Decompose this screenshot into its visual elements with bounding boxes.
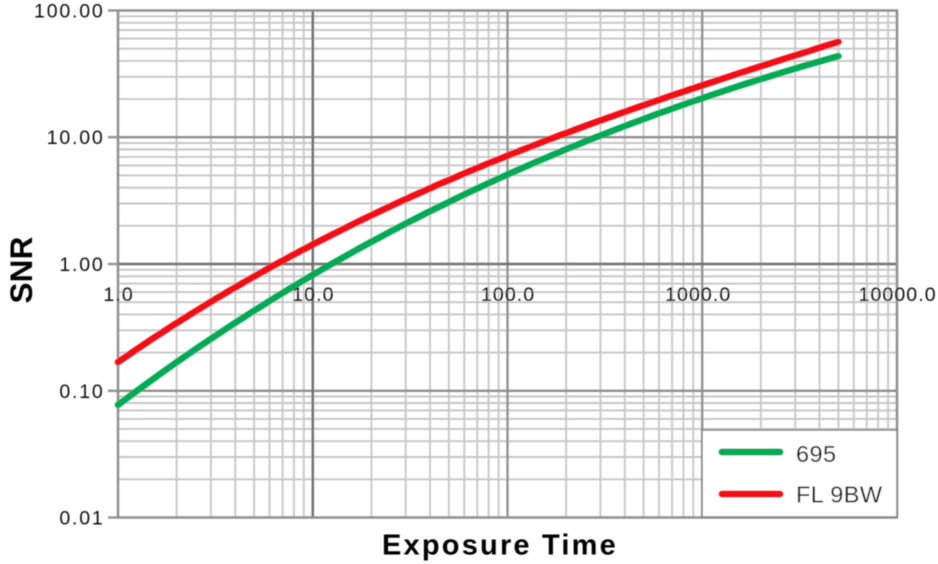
svg-text:SNR: SNR xyxy=(3,236,39,303)
svg-text:0.01: 0.01 xyxy=(59,508,104,530)
svg-text:100.0: 100.0 xyxy=(481,284,535,306)
svg-text:Exposure Time: Exposure Time xyxy=(382,530,618,562)
svg-text:10000.0: 10000.0 xyxy=(859,284,937,306)
svg-text:1.0: 1.0 xyxy=(103,284,133,306)
svg-text:10.0: 10.0 xyxy=(292,284,334,306)
svg-text:FL 9BW: FL 9BW xyxy=(796,482,883,508)
svg-text:100.00: 100.00 xyxy=(34,1,104,23)
svg-text:0.10: 0.10 xyxy=(59,381,104,403)
svg-text:10.00: 10.00 xyxy=(47,127,105,149)
svg-text:1.00: 1.00 xyxy=(59,254,104,276)
svg-text:1000.0: 1000.0 xyxy=(665,284,731,306)
svg-text:695: 695 xyxy=(796,441,836,467)
